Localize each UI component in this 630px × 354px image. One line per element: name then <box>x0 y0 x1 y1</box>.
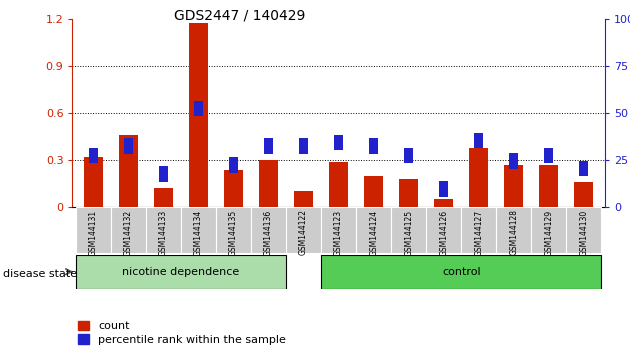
Bar <box>434 199 454 207</box>
Bar <box>539 165 558 207</box>
FancyBboxPatch shape <box>496 207 531 253</box>
Legend: count, percentile rank within the sample: count, percentile rank within the sample <box>78 321 286 345</box>
FancyBboxPatch shape <box>146 207 181 253</box>
Text: GSM144125: GSM144125 <box>404 210 413 256</box>
Text: GSM144131: GSM144131 <box>89 210 98 256</box>
Bar <box>119 135 138 207</box>
FancyBboxPatch shape <box>76 207 111 253</box>
FancyBboxPatch shape <box>286 207 321 253</box>
Bar <box>84 157 103 207</box>
Bar <box>264 138 273 154</box>
Text: GSM144129: GSM144129 <box>544 210 553 256</box>
Text: GSM144136: GSM144136 <box>264 210 273 256</box>
Text: GSM144134: GSM144134 <box>194 210 203 256</box>
Text: GSM144132: GSM144132 <box>124 210 133 256</box>
Bar <box>189 23 208 207</box>
FancyBboxPatch shape <box>391 207 426 253</box>
Bar <box>469 148 488 207</box>
Text: GSM144123: GSM144123 <box>334 210 343 256</box>
Text: GSM144130: GSM144130 <box>580 210 588 256</box>
Bar <box>369 138 378 154</box>
FancyBboxPatch shape <box>321 207 356 253</box>
FancyBboxPatch shape <box>566 207 601 253</box>
FancyBboxPatch shape <box>461 207 496 253</box>
FancyBboxPatch shape <box>426 207 461 253</box>
Bar <box>89 148 98 163</box>
Bar <box>399 179 418 207</box>
FancyBboxPatch shape <box>321 255 601 289</box>
Bar <box>224 170 243 207</box>
Text: GDS2447 / 140429: GDS2447 / 140429 <box>174 9 305 23</box>
FancyBboxPatch shape <box>216 207 251 253</box>
Bar <box>509 153 518 169</box>
FancyBboxPatch shape <box>251 207 286 253</box>
Text: GSM144124: GSM144124 <box>369 210 378 256</box>
Bar <box>439 182 449 197</box>
Bar <box>124 138 133 154</box>
FancyBboxPatch shape <box>531 207 566 253</box>
Bar <box>159 166 168 182</box>
Text: GSM144127: GSM144127 <box>474 210 483 256</box>
Text: GSM144133: GSM144133 <box>159 210 168 256</box>
Text: control: control <box>442 267 481 277</box>
Bar <box>299 138 308 154</box>
Text: GSM144122: GSM144122 <box>299 210 308 255</box>
Bar <box>579 161 588 176</box>
Bar <box>504 165 524 207</box>
FancyBboxPatch shape <box>76 255 286 289</box>
Text: nicotine dependence: nicotine dependence <box>122 267 239 277</box>
Bar <box>364 176 383 207</box>
Bar <box>229 157 238 173</box>
Bar <box>294 192 313 207</box>
Bar <box>329 162 348 207</box>
Text: GSM144135: GSM144135 <box>229 210 238 256</box>
FancyBboxPatch shape <box>181 207 216 253</box>
Bar <box>574 182 593 207</box>
Bar <box>154 188 173 207</box>
Text: disease state: disease state <box>3 269 77 279</box>
Bar <box>334 135 343 150</box>
Text: GSM144128: GSM144128 <box>509 210 518 255</box>
Bar <box>544 148 553 163</box>
FancyBboxPatch shape <box>111 207 146 253</box>
Bar <box>474 133 483 148</box>
Bar <box>259 160 278 207</box>
Bar <box>194 101 203 116</box>
FancyBboxPatch shape <box>356 207 391 253</box>
Text: GSM144126: GSM144126 <box>439 210 448 256</box>
Bar <box>404 148 413 163</box>
